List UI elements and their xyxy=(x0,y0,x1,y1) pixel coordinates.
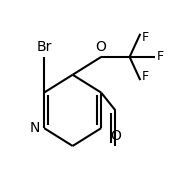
Text: F: F xyxy=(157,50,164,64)
Text: N: N xyxy=(29,121,39,135)
Text: F: F xyxy=(142,70,149,83)
Text: O: O xyxy=(96,40,107,54)
Text: Br: Br xyxy=(36,40,52,54)
Text: O: O xyxy=(110,129,121,143)
Text: F: F xyxy=(142,31,149,44)
